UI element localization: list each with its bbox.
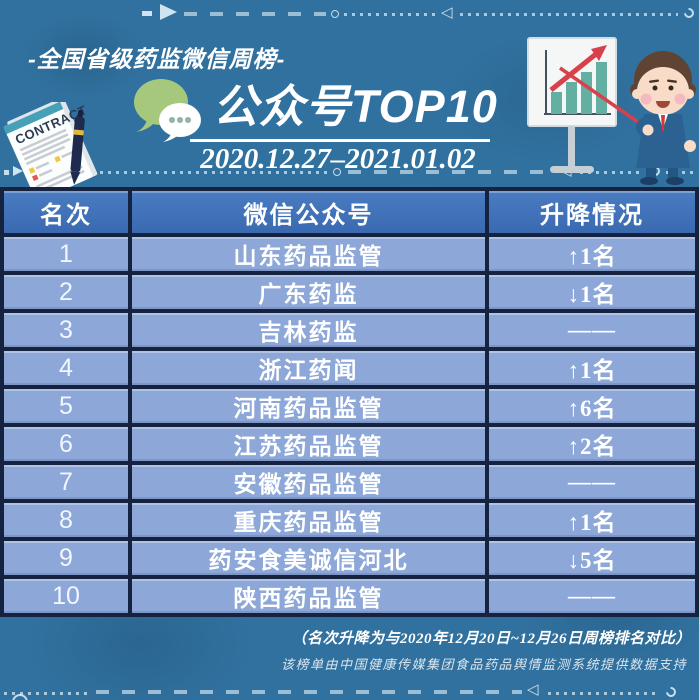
change-cell: ↓5名 bbox=[489, 541, 695, 575]
change-cell: —— bbox=[489, 579, 695, 613]
change-cell: ↑2名 bbox=[489, 427, 695, 461]
column-header-account: 微信公众号 bbox=[132, 191, 485, 233]
dash-icon bbox=[142, 11, 152, 16]
ring-icon bbox=[333, 168, 341, 176]
arrow-right-icon bbox=[13, 166, 23, 176]
column-header-change: 升降情况 bbox=[489, 191, 695, 233]
account-cell: 药安食美诚信河北 bbox=[132, 541, 485, 575]
change-cell: ↑1名 bbox=[489, 503, 695, 537]
wechat-bubbles-icon bbox=[134, 79, 201, 142]
ranking-badge: -全国省级药监微信周榜- bbox=[28, 46, 286, 72]
dotted-line bbox=[344, 13, 438, 16]
spiral-icon bbox=[681, 5, 697, 21]
account-cell: 安徽药品监管 bbox=[132, 465, 485, 499]
rank-cell: 4 bbox=[4, 351, 128, 385]
arrow-left-outline-icon: ◁ bbox=[441, 4, 453, 21]
rank-cell: 2 bbox=[4, 275, 128, 309]
rank-cell: 10 bbox=[4, 579, 128, 613]
dashed-line bbox=[348, 170, 556, 174]
dotted-line bbox=[666, 171, 696, 174]
rank-cell: 3 bbox=[4, 313, 128, 347]
dotted-line bbox=[548, 692, 660, 695]
change-cell: ↑6名 bbox=[489, 389, 695, 423]
data-source-credit: 该榜单由中国健康传媒集团食品药品舆情监测系统提供数据支持 bbox=[280, 657, 687, 672]
account-cell: 重庆药品监管 bbox=[132, 503, 485, 537]
rank-cell: 6 bbox=[4, 427, 128, 461]
title-row: 公众号TOP10 bbox=[133, 78, 498, 142]
account-cell: 陕西药品监管 bbox=[132, 579, 485, 613]
rank-cell: 8 bbox=[4, 503, 128, 537]
ring-icon bbox=[331, 10, 339, 18]
column-header-rank: 名次 bbox=[4, 191, 128, 233]
dotted-line bbox=[28, 171, 328, 174]
change-cell: ↓1名 bbox=[489, 275, 695, 309]
dashed-line bbox=[184, 12, 326, 16]
rank-cell: 1 bbox=[4, 237, 128, 271]
ranking-table: 名次 微信公众号 升降情况 1 山东药品监管 ↑1名 2 广东药监 ↓1名 3 … bbox=[0, 187, 699, 617]
spiral-icon bbox=[663, 684, 679, 700]
comparison-note: （名次升降为与2020年12月20日~12月26日周榜排名对比） bbox=[291, 631, 691, 647]
rank-cell: 9 bbox=[4, 541, 128, 575]
change-cell: ↑1名 bbox=[489, 237, 695, 271]
date-range: 2020.12.27–2021.01.02 bbox=[200, 143, 476, 175]
presenter-chart-illustration bbox=[527, 37, 696, 185]
title-underline bbox=[190, 139, 490, 142]
account-cell: 浙江药闻 bbox=[132, 351, 485, 385]
account-cell: 广东药监 bbox=[132, 275, 485, 309]
rank-cell: 7 bbox=[4, 465, 128, 499]
change-cell: —— bbox=[489, 465, 695, 499]
contract-document-illustration: CONTRACT bbox=[3, 102, 98, 197]
dot-icon bbox=[4, 170, 9, 175]
presenter-man bbox=[630, 51, 696, 185]
arrow-right-icon bbox=[160, 4, 177, 20]
account-cell: 江苏药品监管 bbox=[132, 427, 485, 461]
dashed-line bbox=[96, 690, 522, 694]
account-cell: 吉林药监 bbox=[132, 313, 485, 347]
account-cell: 山东药品监管 bbox=[132, 237, 485, 271]
pen-icon bbox=[70, 110, 85, 185]
dotted-line bbox=[580, 171, 644, 174]
arrow-left-outline-icon: ◁ bbox=[527, 681, 539, 698]
dotted-line bbox=[460, 13, 678, 16]
rank-cell: 5 bbox=[4, 389, 128, 423]
account-cell: 河南药品监管 bbox=[132, 389, 485, 423]
change-cell: —— bbox=[489, 313, 695, 347]
dotted-line bbox=[4, 692, 90, 695]
page-title: 公众号TOP10 bbox=[213, 81, 498, 132]
change-cell: ↑1名 bbox=[489, 351, 695, 385]
